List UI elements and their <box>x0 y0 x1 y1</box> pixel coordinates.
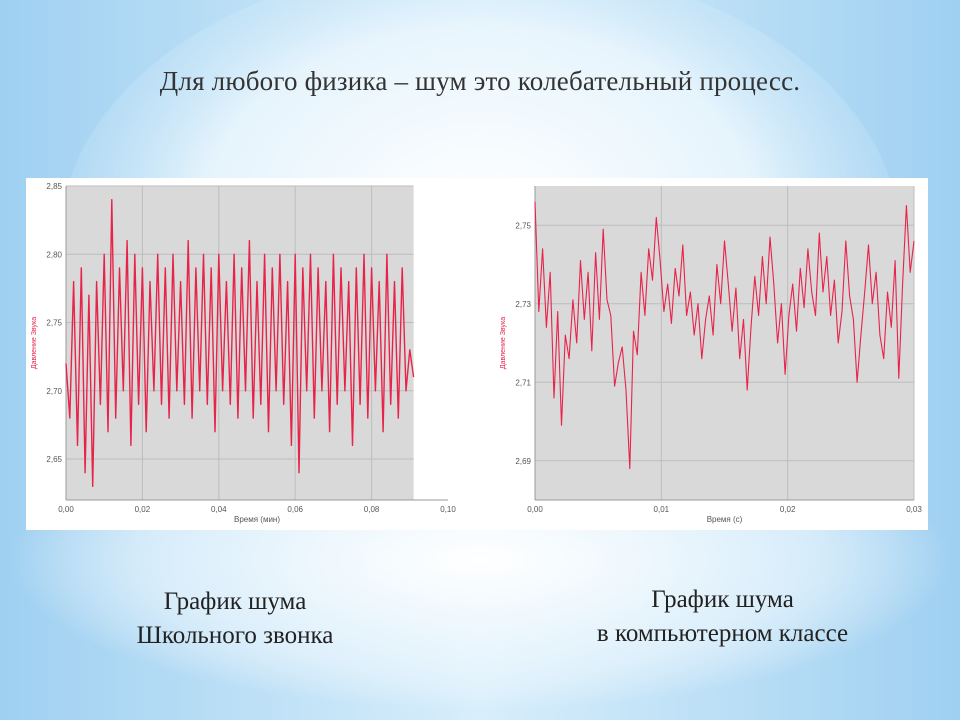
y-tick-label: 2,71 <box>515 378 531 387</box>
y-tick-label: 2,69 <box>515 457 531 466</box>
x-tick-label: 0,03 <box>906 505 922 514</box>
series-line-0 <box>534 201 915 470</box>
caption-right: График шума в компьютерном классе <box>550 583 895 651</box>
x-tick-label: 0,08 <box>364 505 380 514</box>
y-tick-label: 2,75 <box>46 319 62 328</box>
chart-computer-class: 0,00 0,01 0,02 0,03 2,69 2,71 2,73 2,75 Время (с… <box>500 186 922 524</box>
caption-right-line-1: График шума <box>651 586 794 613</box>
slide-title: Для любого физика – шум это колебательны… <box>159 66 801 96</box>
plot-area <box>535 186 914 500</box>
y-tick-label: 2,75 <box>515 221 531 230</box>
y-tick-label: 2,73 <box>515 300 531 309</box>
x-axis-label: Время (мин) <box>234 515 280 524</box>
x-tick-label: 0,02 <box>135 505 151 514</box>
y-axis-label: Давление Звука <box>500 317 507 369</box>
x-tick-label: 0,10 <box>440 505 456 514</box>
x-tick-label: 0,06 <box>287 505 303 514</box>
y-tick-label: 2,65 <box>46 455 62 464</box>
series-line-0 <box>65 199 415 487</box>
y-tick-label: 2,85 <box>46 182 62 191</box>
x-tick-label: 0,00 <box>58 505 74 514</box>
x-tick-label: 0,00 <box>527 505 543 514</box>
caption-left-line-1: График шума <box>163 588 307 615</box>
y-axis-label: Давление Звука <box>31 317 38 369</box>
charts-panel: 0,00 0,02 0,04 0,06 0,08 0,10 2,65 2,70 2,75 2,80… <box>26 178 928 530</box>
caption-left: График шума Школьного звонка <box>95 585 375 653</box>
x-tick-label: 0,01 <box>654 505 670 514</box>
caption-right-line-2: в компьютерном классе <box>596 620 849 647</box>
chart-school-bell: 0,00 0,02 0,04 0,06 0,08 0,10 2,65 2,70 2,75 2,80… <box>31 182 456 524</box>
caption-left-line-2: Школьного звонка <box>136 622 334 649</box>
y-tick-label: 2,70 <box>46 387 62 396</box>
x-axis-label: Время (с) <box>707 515 743 524</box>
y-tick-label: 2,80 <box>46 250 62 259</box>
x-tick-label: 0,02 <box>780 505 796 514</box>
x-tick-label: 0,04 <box>211 505 227 514</box>
